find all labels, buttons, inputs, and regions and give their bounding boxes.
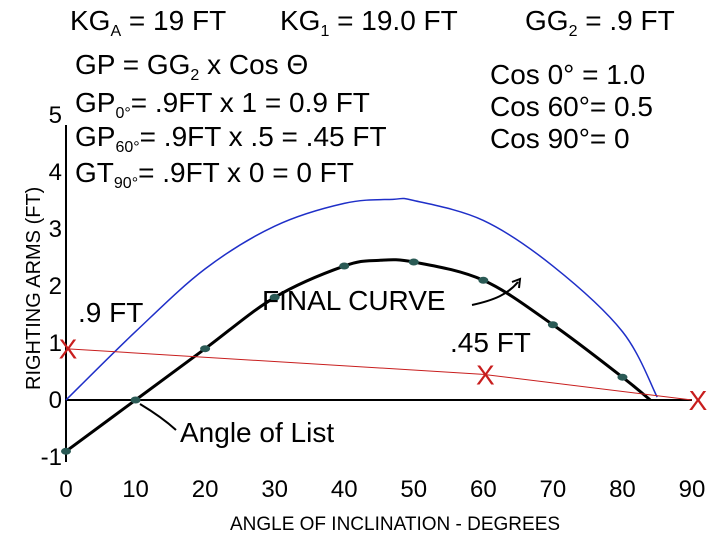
y-tick-labels: -1 0 1 2 3 4 5 — [41, 102, 62, 471]
points-layer — [61, 258, 628, 455]
data-point — [130, 396, 141, 404]
data-point — [269, 293, 280, 301]
final-curve-arrowhead — [511, 277, 522, 289]
y-tick-label: 3 — [49, 216, 62, 243]
data-point — [478, 276, 489, 284]
x-marker: X — [59, 334, 78, 365]
x-tick-label: 0 — [59, 476, 72, 503]
formula-gt90: GT90°= .9FT x 0 = 0 FT — [75, 157, 354, 192]
data-point — [200, 345, 211, 353]
header-kg1: KG1 = 19.0 FT — [280, 5, 458, 40]
x-tick-label: 30 — [261, 476, 288, 503]
series-layer — [65, 197, 693, 453]
series-correction-line — [65, 348, 693, 401]
x-tick-label: 50 — [400, 476, 427, 503]
final-curve-arrow — [471, 281, 519, 306]
y-tick-label: -1 — [41, 444, 62, 471]
cos-60: Cos 60°= 0.5 — [490, 91, 653, 122]
y-tick-label: 4 — [49, 159, 62, 186]
data-point — [408, 258, 419, 266]
gp60-value-label: .45 FT — [450, 327, 531, 358]
x-marker: X — [689, 385, 708, 416]
data-point — [61, 447, 71, 455]
x-tick-label: 80 — [609, 476, 636, 503]
x-tick-labels: 0 10 20 30 40 50 60 70 80 90 — [59, 476, 705, 503]
series-original-curve — [65, 197, 658, 401]
y-tick-label: 2 — [49, 273, 62, 300]
axes — [65, 125, 692, 462]
x-tick-label: 20 — [192, 476, 219, 503]
angle-of-list-label: Angle of List — [180, 417, 334, 448]
formula-gp: GP = GG2 x Cos Θ — [75, 49, 308, 84]
header-kga: KGA = 19 FT — [70, 5, 226, 40]
data-point — [547, 321, 558, 329]
formula-gp0: GP0°= .9FT x 1 = 0.9 FT — [75, 87, 370, 122]
x-marker: X — [476, 359, 495, 390]
markers-layer: X X X — [59, 334, 708, 416]
data-point — [617, 373, 628, 381]
x-tick-label: 70 — [540, 476, 567, 503]
x-tick-label: 40 — [331, 476, 358, 503]
y-tick-label: 0 — [49, 387, 62, 414]
y-axis-title: RIGHTING ARMS (FT) — [23, 187, 45, 390]
x-tick-label: 10 — [122, 476, 149, 503]
y-tick-label: 5 — [49, 102, 62, 129]
y-tick-label: 1 — [49, 330, 62, 357]
cos-90: Cos 90°= 0 — [490, 123, 630, 154]
gp0-value-label: .9 FT — [78, 297, 143, 328]
series-final-curve — [65, 258, 652, 453]
angle-of-list-arrow — [139, 403, 177, 431]
header-gg2: GG2 = .9 FT — [525, 5, 675, 40]
data-point — [339, 262, 350, 270]
formula-gp60: GP60°= .9FT x .5 = .45 FT — [75, 121, 387, 156]
x-axis-title: ANGLE OF INCLINATION - DEGREES — [230, 514, 560, 535]
final-curve-label: FINAL CURVE — [262, 285, 446, 316]
cos-0: Cos 0° = 1.0 — [490, 59, 645, 90]
x-tick-label: 60 — [470, 476, 497, 503]
x-tick-label: 90 — [679, 476, 706, 503]
